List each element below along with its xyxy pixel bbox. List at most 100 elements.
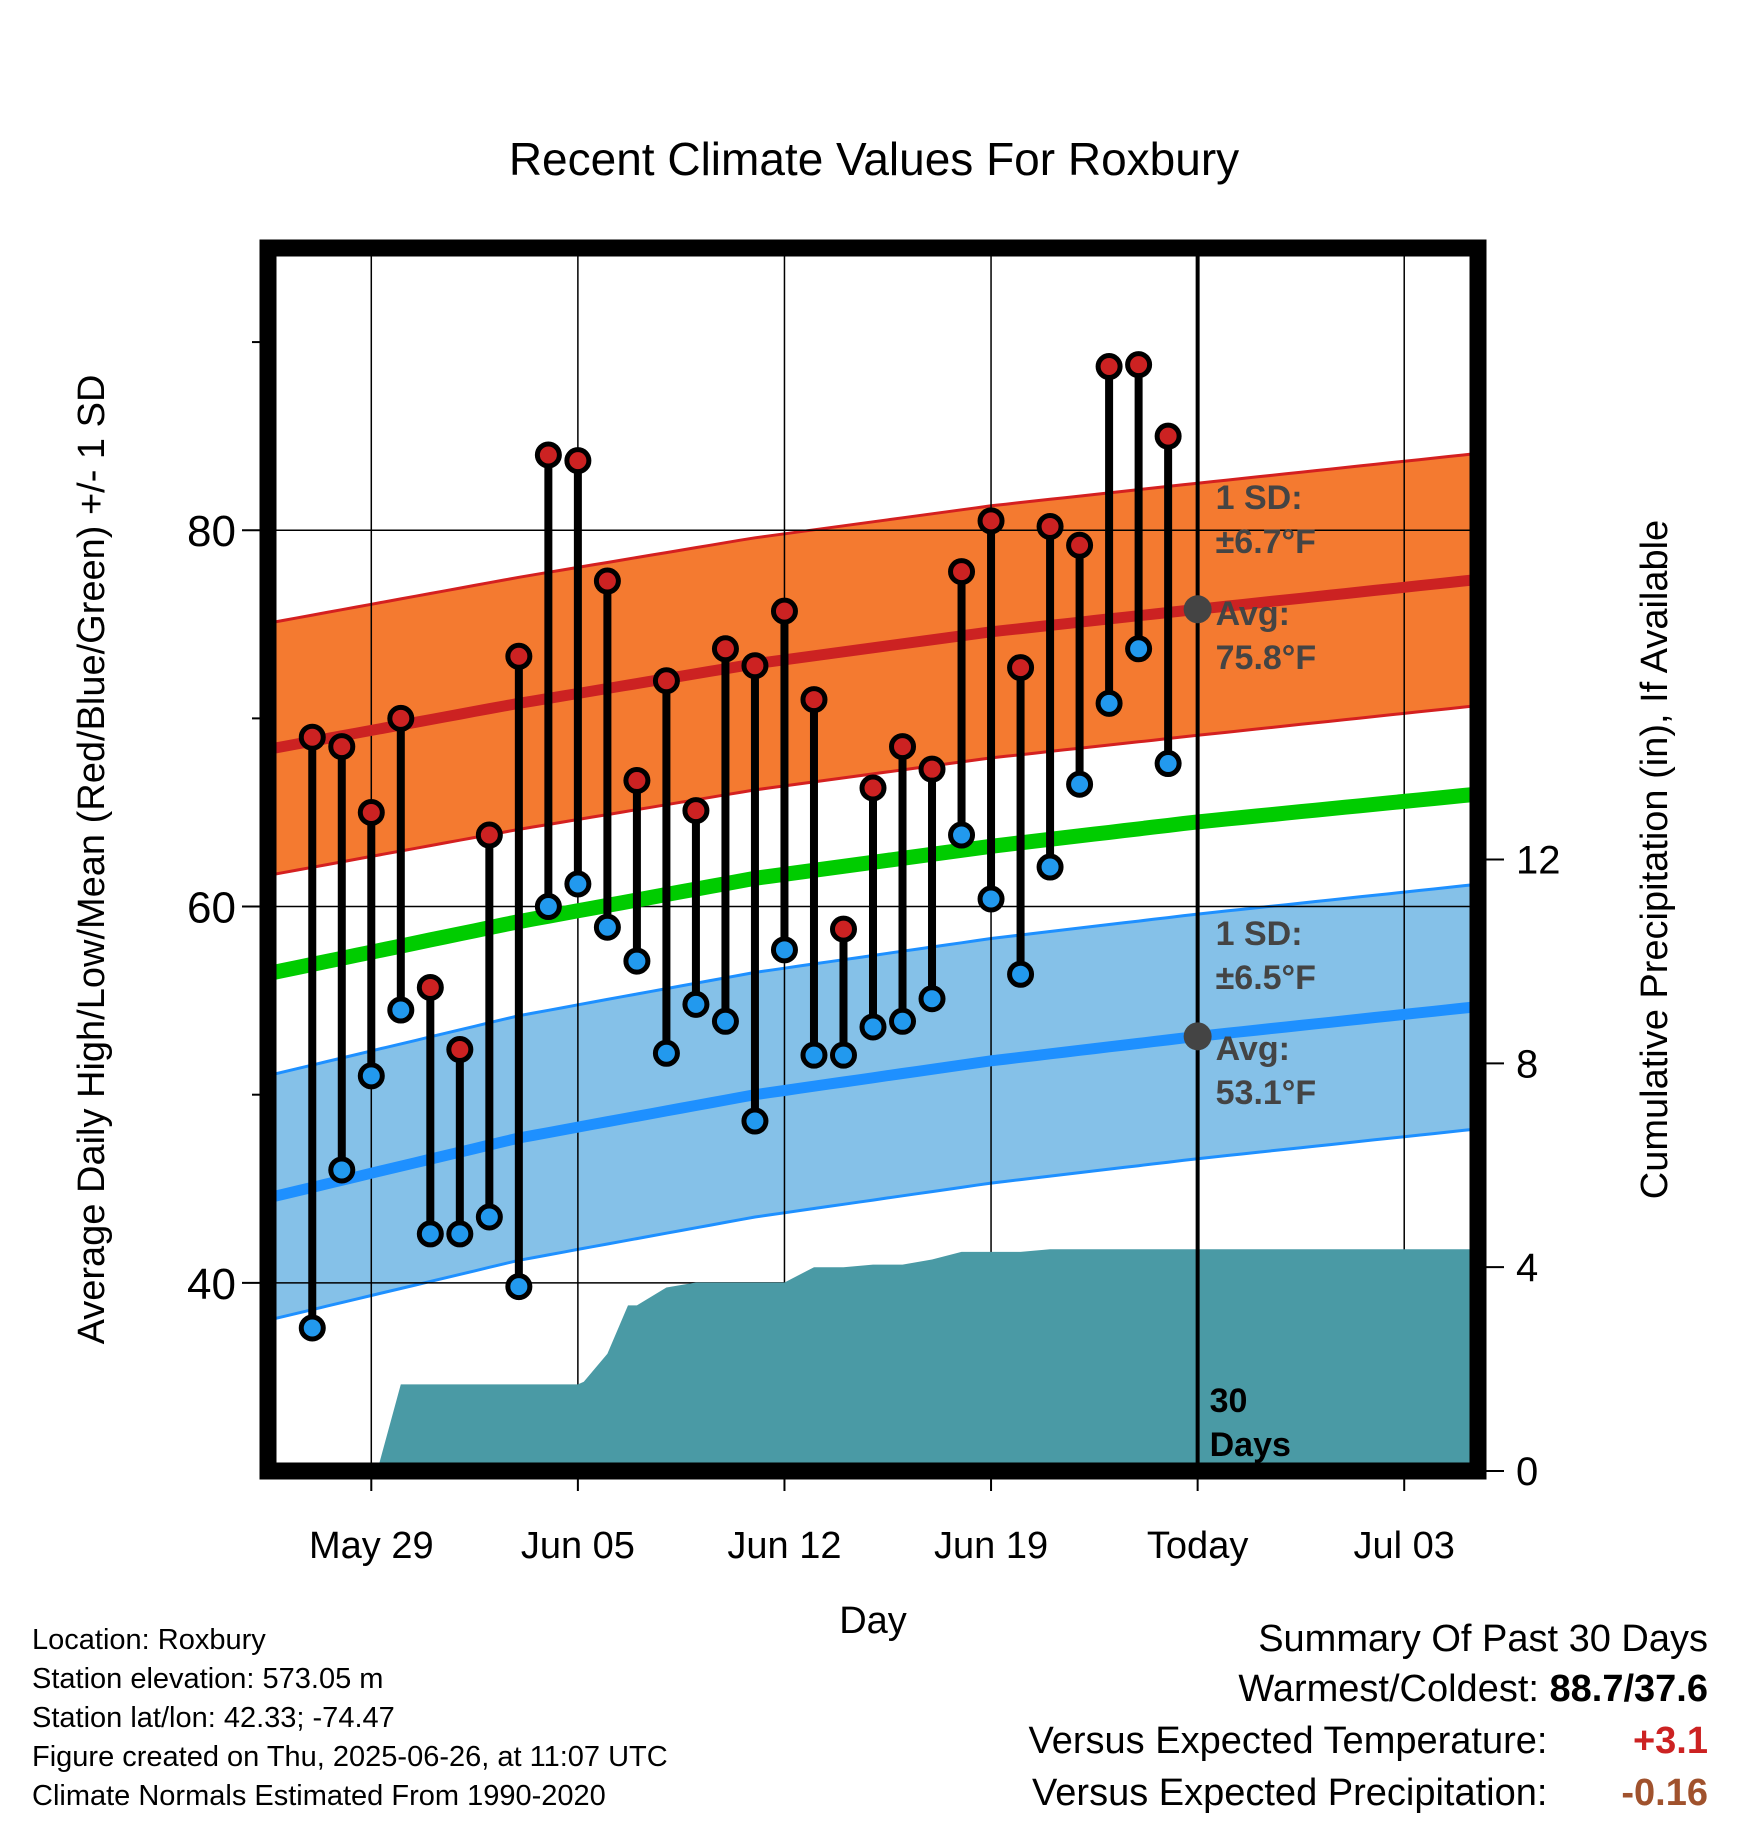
- obs-high-point-8: [505, 642, 533, 670]
- low-sd-lower-line: [267, 1127, 1479, 1322]
- summary-temp: Versus Expected Temperature: +3.1: [1029, 1720, 1708, 1763]
- x-tick-label-10: Jun 05: [521, 1525, 635, 1567]
- y2-axis-label: Cumulative Precipitation (in), If Availa…: [1634, 520, 1676, 1199]
- obs-low-point-2: [328, 1156, 356, 1184]
- y2-tick-label-4: 4: [1516, 1246, 1538, 1290]
- obs-low-point-5: [416, 1220, 444, 1248]
- obs-low-point-21: [889, 1007, 917, 1035]
- obs-low-point-12: [623, 947, 651, 975]
- y-tick-label-60: 60: [187, 884, 236, 933]
- high-sd-lower-line: [267, 704, 1479, 877]
- low-sd-label: 1 SD:: [1216, 915, 1303, 953]
- y2-tick-label-12: 12: [1516, 839, 1561, 883]
- obs-low-point-10: [564, 870, 592, 898]
- obs-low-point-7: [475, 1203, 503, 1231]
- obs-high-point-6: [446, 1036, 474, 1064]
- today-days-label-1: 30: [1210, 1382, 1248, 1420]
- high-sd-upper-line: [267, 451, 1479, 625]
- summary-temp-value: +3.1: [1632, 1720, 1708, 1762]
- info-created: Figure created on Thu, 2025-06-26, at 11…: [32, 1741, 668, 1773]
- normal-low-line: [266, 1001, 1479, 1204]
- obs-high-point-20: [859, 774, 887, 802]
- summary-precip-label: Versus Expected Precipitation:: [1032, 1772, 1548, 1814]
- obs-high-point-18: [800, 686, 828, 714]
- obs-low-point-8: [505, 1273, 533, 1301]
- low-avg-value: 53.1°F: [1216, 1074, 1317, 1112]
- obs-high-point-28: [1095, 353, 1123, 381]
- info-elevation: Station elevation: 573.05 m: [32, 1663, 384, 1695]
- obs-high-point-12: [623, 766, 651, 794]
- obs-high-point-23: [948, 558, 976, 586]
- info-normals: Climate Normals Estimated From 1990-2020: [32, 1780, 606, 1812]
- x-tick-label-24: Jun 19: [934, 1525, 1048, 1567]
- obs-high-point-15: [711, 635, 739, 663]
- obs-low-point-16: [741, 1107, 769, 1135]
- obs-low-point-29: [1125, 635, 1153, 663]
- high-sd-value: ±6.7°F: [1216, 523, 1316, 561]
- obs-high-point-1: [298, 723, 326, 751]
- obs-high-point-3: [357, 798, 385, 826]
- obs-low-point-17: [770, 936, 798, 964]
- x-tick-label-3: May 29: [309, 1525, 434, 1567]
- obs-high-point-29: [1125, 351, 1153, 379]
- obs-low-point-24: [977, 885, 1005, 913]
- today-low-avg-marker: [1183, 1022, 1212, 1051]
- obs-low-point-3: [357, 1062, 385, 1090]
- summary-precip: Versus Expected Precipitation: -0.16: [1032, 1772, 1708, 1815]
- info-location: Location: Roxbury: [32, 1624, 266, 1656]
- obs-high-point-11: [593, 567, 621, 595]
- high-avg-label: Avg:: [1216, 595, 1290, 633]
- info-latlon: Station lat/lon: 42.33; -74.47: [32, 1702, 395, 1734]
- low-sd-value: ±6.5°F: [1216, 959, 1316, 997]
- obs-high-point-10: [564, 447, 592, 475]
- obs-low-point-19: [829, 1041, 857, 1069]
- axes-layer: 40 60 80 0 4 8 12 May 29 Jun 05 Jun 12 Jun 19 Today…: [71, 133, 1676, 1642]
- obs-high-point-5: [416, 973, 444, 1001]
- obs-high-point-24: [977, 507, 1005, 535]
- obs-high-point-9: [534, 441, 562, 469]
- y-tick-label-80: 80: [187, 507, 236, 556]
- obs-low-point-25: [1007, 960, 1035, 988]
- obs-low-point-30: [1154, 750, 1182, 778]
- obs-low-point-28: [1095, 689, 1123, 717]
- summary-precip-value: -0.16: [1621, 1772, 1708, 1814]
- summary-warm-cold: Warmest/Coldest: 88.7/37.6: [1238, 1668, 1708, 1711]
- obs-high-point-21: [889, 733, 917, 761]
- obs-low-point-27: [1066, 770, 1094, 798]
- y-axis-label: Average Daily High/Low/Mean (Red/Blue/Gr…: [71, 375, 113, 1345]
- obs-low-point-13: [652, 1039, 680, 1067]
- obs-low-point-18: [800, 1041, 828, 1069]
- obs-low-point-22: [918, 985, 946, 1013]
- obs-low-point-9: [534, 893, 562, 921]
- summary-temp-label: Versus Expected Temperature:: [1028, 1720, 1548, 1762]
- obs-high-point-4: [387, 704, 415, 732]
- y2-tick-label-0: 0: [1516, 1450, 1538, 1494]
- obs-low-point-23: [948, 821, 976, 849]
- obs-high-point-7: [475, 821, 503, 849]
- high-sd-label: 1 SD:: [1216, 479, 1303, 517]
- obs-high-point-17: [770, 597, 798, 625]
- observations-layer: [298, 351, 1182, 1342]
- obs-high-point-16: [741, 652, 769, 680]
- today-days-label-2: Days: [1210, 1426, 1291, 1464]
- summary-warm-cold-label: Warmest/Coldest:: [1238, 1668, 1539, 1710]
- obs-low-point-1: [298, 1314, 326, 1342]
- obs-low-point-14: [682, 990, 710, 1018]
- obs-high-point-30: [1154, 422, 1182, 450]
- obs-low-point-26: [1036, 853, 1064, 881]
- obs-high-point-13: [652, 667, 680, 695]
- y2-tick-label-8: 8: [1516, 1042, 1538, 1086]
- annotation-layer: 1 SD: ±6.7°F Avg: 75.8°F 1 SD: ±6.5°F Avg: 53.1…: [1183, 479, 1317, 1464]
- obs-low-point-15: [711, 1007, 739, 1035]
- obs-high-point-14: [682, 797, 710, 825]
- x-tick-label-31: Today: [1147, 1525, 1248, 1567]
- obs-high-point-2: [328, 733, 356, 761]
- obs-high-point-25: [1007, 654, 1035, 682]
- low-avg-label: Avg:: [1216, 1030, 1290, 1068]
- y-tick-label-40: 40: [187, 1260, 236, 1309]
- obs-high-point-22: [918, 755, 946, 783]
- summary-heading: Summary Of Past 30 Days: [1258, 1618, 1708, 1660]
- chart-title: Recent Climate Values For Roxbury: [509, 133, 1239, 185]
